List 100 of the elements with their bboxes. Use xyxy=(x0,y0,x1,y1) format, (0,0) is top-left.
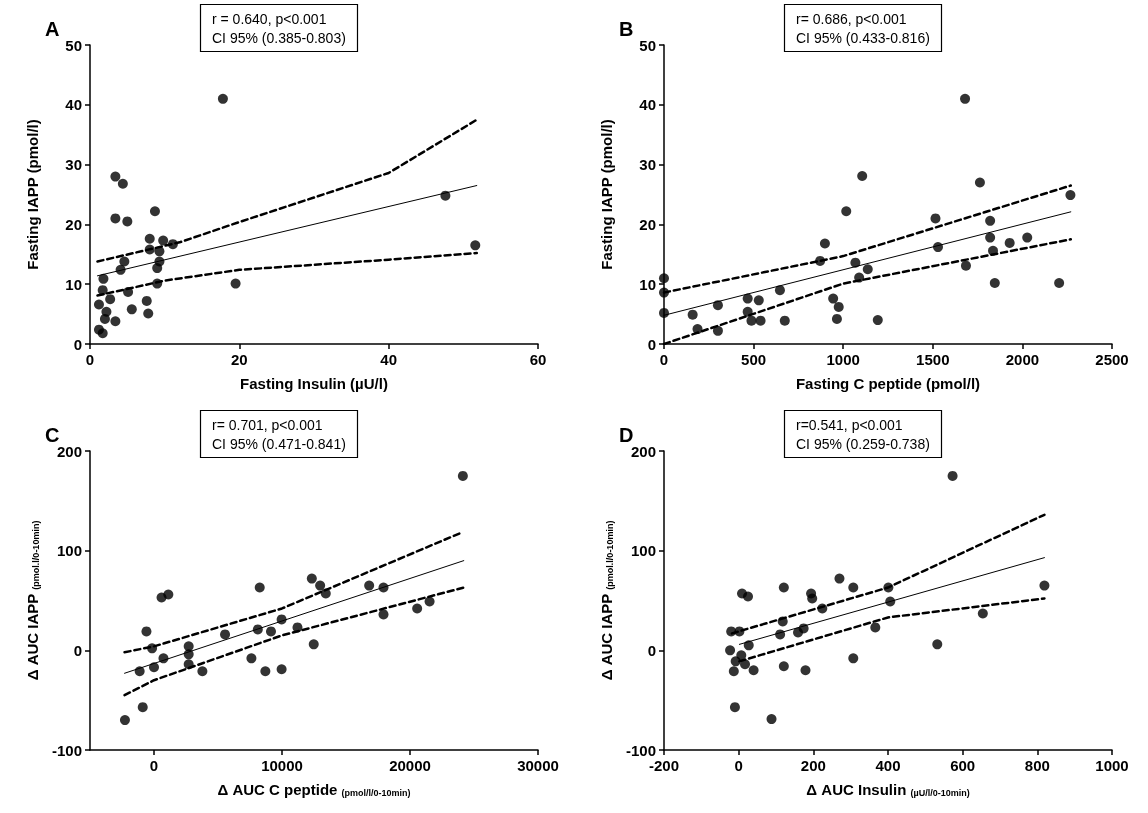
point xyxy=(1065,190,1076,201)
point xyxy=(778,661,789,672)
y-tick-label: 0 xyxy=(647,335,656,353)
point xyxy=(320,588,331,599)
point xyxy=(378,609,389,620)
y-tick-label: 0 xyxy=(647,641,656,659)
point xyxy=(848,653,859,664)
annotation: r=0.541, p<0.001 CI 95% (0.259-0.738) xyxy=(796,416,930,452)
point xyxy=(734,626,745,637)
line-series xyxy=(123,531,463,654)
y-tick-label: 10 xyxy=(639,275,656,293)
point xyxy=(1039,580,1050,591)
annotation: r= 0.686, p<0.001 CI 95% (0.433-0.816) xyxy=(796,10,930,46)
point xyxy=(412,603,423,614)
line-series xyxy=(123,586,466,697)
point xyxy=(123,286,134,297)
point xyxy=(833,301,844,312)
point xyxy=(152,278,163,289)
point xyxy=(167,239,178,250)
x-axis-title: Fasting C peptide (pmol/l) xyxy=(795,375,981,392)
point xyxy=(854,272,865,283)
point xyxy=(183,659,194,670)
point xyxy=(775,629,786,640)
line-series xyxy=(96,118,479,263)
x-tick-label: 30000 xyxy=(517,757,559,774)
point xyxy=(870,622,881,633)
point xyxy=(977,608,988,619)
point xyxy=(857,170,868,181)
point xyxy=(105,294,116,305)
y-tick-label: 50 xyxy=(639,36,656,54)
point xyxy=(97,328,108,339)
x-tick-label: 500 xyxy=(741,351,767,368)
point xyxy=(246,653,257,664)
point xyxy=(252,624,263,635)
point xyxy=(126,304,137,315)
x-tick-label: 200 xyxy=(800,757,826,774)
point xyxy=(729,702,740,713)
point xyxy=(110,316,121,327)
chart-title: A xyxy=(45,18,60,40)
point xyxy=(753,295,764,306)
point xyxy=(364,580,375,591)
y-tick-label: 40 xyxy=(639,96,656,114)
y-tick-label: -100 xyxy=(51,741,82,759)
point xyxy=(117,178,128,189)
y-axis-title: Fasting IAPP (pmol/l) xyxy=(598,119,615,270)
point xyxy=(777,616,788,627)
point xyxy=(158,235,169,246)
y-tick-label: -100 xyxy=(625,741,656,759)
point xyxy=(755,315,766,326)
point xyxy=(110,171,121,182)
point xyxy=(197,666,208,677)
y-tick-label: 100 xyxy=(56,542,82,560)
point xyxy=(841,206,852,217)
point xyxy=(989,278,1000,288)
point xyxy=(220,629,231,640)
x-tick-label: 1000 xyxy=(1095,757,1129,774)
point xyxy=(158,653,169,664)
point xyxy=(1054,278,1065,288)
point xyxy=(728,666,739,677)
point xyxy=(985,215,996,226)
y-tick-label: 0 xyxy=(73,641,82,659)
point xyxy=(101,306,112,317)
point xyxy=(144,233,155,244)
point xyxy=(960,93,971,104)
point xyxy=(147,643,158,654)
point xyxy=(932,639,943,650)
point xyxy=(470,240,481,251)
point xyxy=(933,242,943,253)
x-tick-label: 0 xyxy=(659,351,669,368)
point xyxy=(1004,237,1015,248)
point xyxy=(985,232,996,243)
point xyxy=(831,313,842,324)
x-tick-label: 0 xyxy=(149,757,159,774)
point xyxy=(730,656,741,667)
point xyxy=(743,591,753,602)
point xyxy=(819,238,830,249)
annotation: r = 0.640, p<0.001 CI 95% (0.385-0.803) xyxy=(212,10,346,46)
x-tick-label: 400 xyxy=(875,757,901,774)
y-tick-label: 30 xyxy=(639,156,656,174)
point xyxy=(746,315,757,326)
point xyxy=(659,287,669,298)
point xyxy=(292,622,303,633)
x-tick-label: 1500 xyxy=(916,351,950,368)
y-tick-label: 20 xyxy=(639,215,656,233)
x-tick-label: 1000 xyxy=(826,351,860,368)
point xyxy=(988,245,999,256)
point xyxy=(315,580,326,591)
point xyxy=(424,596,435,607)
point xyxy=(276,664,287,675)
point xyxy=(137,702,148,713)
point xyxy=(828,293,839,304)
point xyxy=(800,665,811,676)
y-tick-label: 20 xyxy=(65,215,82,233)
x-tick-label: 0 xyxy=(85,351,95,368)
x-axis-title: Δ AUC Insulin (µU/l/0-10min) xyxy=(806,781,970,798)
y-tick-label: 10 xyxy=(65,275,82,293)
point xyxy=(726,626,737,637)
point xyxy=(276,614,287,625)
point xyxy=(98,273,109,284)
point xyxy=(122,216,133,227)
